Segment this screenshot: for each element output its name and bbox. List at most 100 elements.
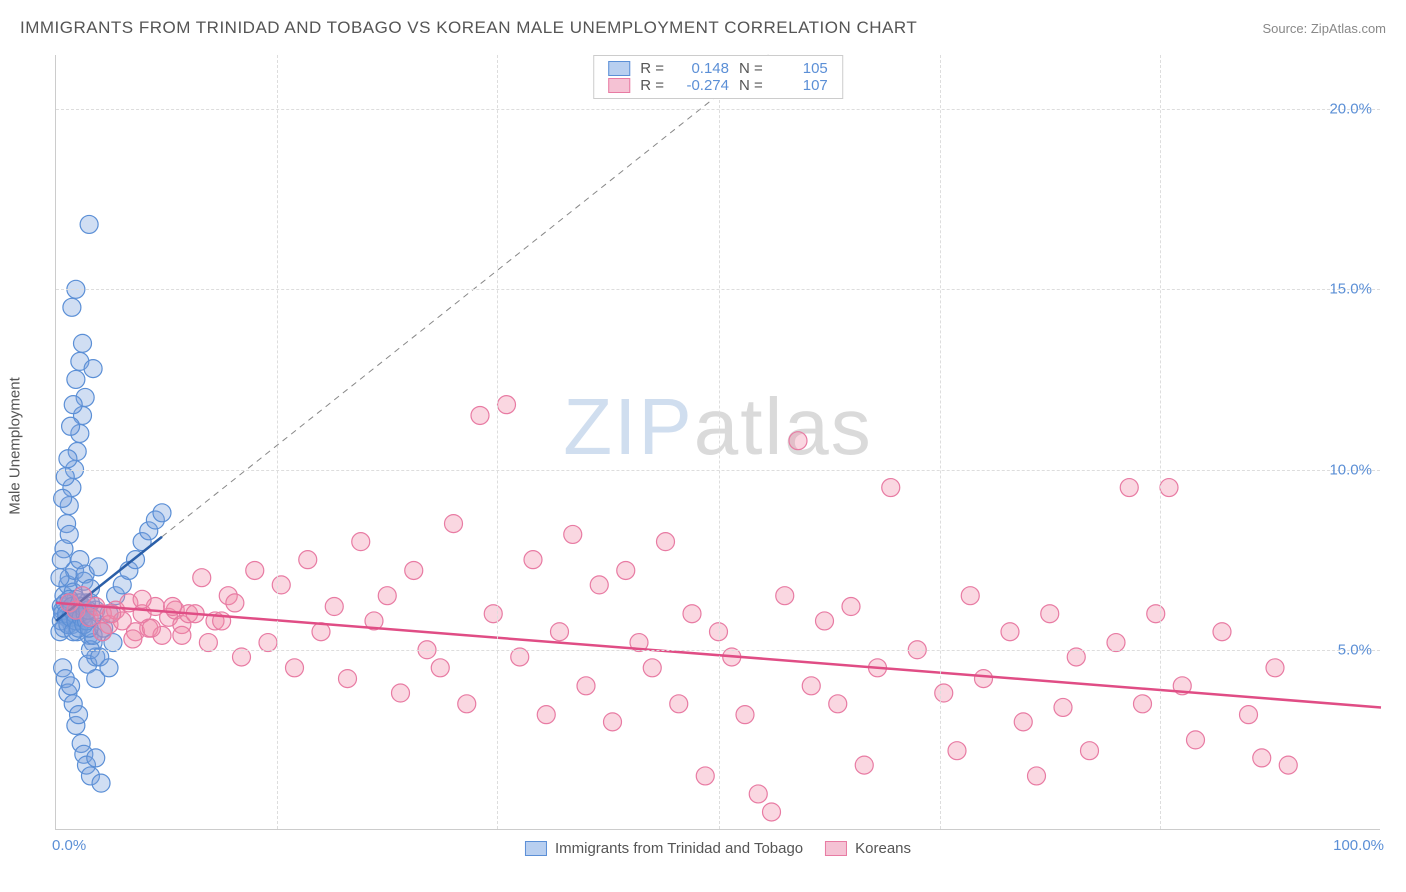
data-point — [286, 659, 304, 677]
y-tick-label: 5.0% — [1338, 641, 1372, 658]
data-point — [1253, 749, 1271, 767]
data-point — [64, 396, 82, 414]
data-point — [1081, 742, 1099, 760]
data-point — [961, 587, 979, 605]
gridline-v — [277, 55, 278, 829]
data-point — [537, 706, 555, 724]
data-point — [51, 569, 69, 587]
legend-swatch-icon — [608, 61, 630, 76]
data-point — [1266, 659, 1284, 677]
legend-item: Koreans — [825, 840, 911, 857]
data-point — [62, 677, 80, 695]
data-point — [1240, 706, 1258, 724]
data-point — [763, 803, 781, 821]
plot-area: ZIPatlas R = 0.148 N = 105 R = -0.274 N … — [55, 55, 1380, 830]
data-point — [52, 551, 70, 569]
legend-item: Immigrants from Trinidad and Tobago — [525, 840, 803, 857]
y-tick-label: 20.0% — [1329, 101, 1372, 118]
data-point — [54, 489, 72, 507]
data-point — [299, 551, 317, 569]
data-point — [1014, 713, 1032, 731]
data-point — [829, 695, 847, 713]
data-point — [378, 587, 396, 605]
data-point — [882, 479, 900, 497]
chart-title: IMMIGRANTS FROM TRINIDAD AND TOBAGO VS K… — [20, 18, 917, 38]
data-point — [842, 598, 860, 616]
data-point — [471, 406, 489, 424]
data-point — [124, 630, 142, 648]
data-point — [498, 396, 516, 414]
legend-r-label: R = — [640, 77, 664, 94]
data-point — [855, 756, 873, 774]
legend-n-label: N = — [739, 77, 763, 94]
data-point — [100, 659, 118, 677]
data-point — [696, 767, 714, 785]
y-tick-label: 15.0% — [1329, 281, 1372, 298]
y-tick-label: 10.0% — [1329, 461, 1372, 478]
data-point — [392, 684, 410, 702]
legend-r-label: R = — [640, 60, 664, 77]
data-point — [1147, 605, 1165, 623]
x-min-label: 0.0% — [52, 837, 86, 854]
data-point — [405, 561, 423, 579]
data-point — [935, 684, 953, 702]
data-point — [431, 659, 449, 677]
data-point — [246, 561, 264, 579]
y-axis-label: Male Unemployment — [7, 377, 24, 515]
data-point — [142, 619, 160, 637]
data-point — [70, 706, 88, 724]
legend-r-value: 0.148 — [674, 60, 729, 77]
data-point — [1028, 767, 1046, 785]
gridline-v — [497, 55, 498, 829]
data-point — [617, 561, 635, 579]
data-point — [1054, 698, 1072, 716]
data-point — [657, 533, 675, 551]
gridline-v — [1160, 55, 1161, 829]
data-point — [643, 659, 661, 677]
legend-swatch-icon — [825, 841, 847, 856]
data-point — [80, 215, 98, 233]
data-point — [749, 785, 767, 803]
data-point — [62, 417, 80, 435]
data-point — [1120, 479, 1138, 497]
data-point — [153, 504, 171, 522]
data-point — [133, 590, 151, 608]
data-point — [776, 587, 794, 605]
data-point — [484, 605, 502, 623]
correlation-legend: R = 0.148 N = 105 R = -0.274 N = 107 — [593, 55, 843, 99]
legend-n-label: N = — [739, 60, 763, 77]
gridline-v — [719, 55, 720, 829]
data-point — [590, 576, 608, 594]
data-point — [670, 695, 688, 713]
data-point — [1001, 623, 1019, 641]
data-point — [577, 677, 595, 695]
data-point — [93, 623, 111, 641]
data-point — [683, 605, 701, 623]
legend-n-value: 107 — [773, 77, 828, 94]
data-point — [59, 450, 77, 468]
data-point — [67, 370, 85, 388]
data-point — [975, 670, 993, 688]
legend-row: R = -0.274 N = 107 — [608, 77, 828, 94]
legend-r-value: -0.274 — [674, 77, 729, 94]
legend-swatch-icon — [525, 841, 547, 856]
data-point — [789, 432, 807, 450]
x-max-label: 100.0% — [1333, 837, 1384, 854]
legend-series-name: Koreans — [855, 840, 911, 857]
data-point — [74, 334, 92, 352]
legend-series-name: Immigrants from Trinidad and Tobago — [555, 840, 803, 857]
data-point — [193, 569, 211, 587]
data-point — [604, 713, 622, 731]
data-point — [524, 551, 542, 569]
data-point — [1213, 623, 1231, 641]
data-point — [1134, 695, 1152, 713]
data-point — [564, 525, 582, 543]
data-point — [226, 594, 244, 612]
data-point — [325, 598, 343, 616]
data-point — [84, 360, 102, 378]
data-point — [87, 749, 105, 767]
data-point — [339, 670, 357, 688]
legend-row: R = 0.148 N = 105 — [608, 60, 828, 77]
series-legend: Immigrants from Trinidad and Tobago Kore… — [525, 840, 911, 857]
data-point — [89, 558, 107, 576]
